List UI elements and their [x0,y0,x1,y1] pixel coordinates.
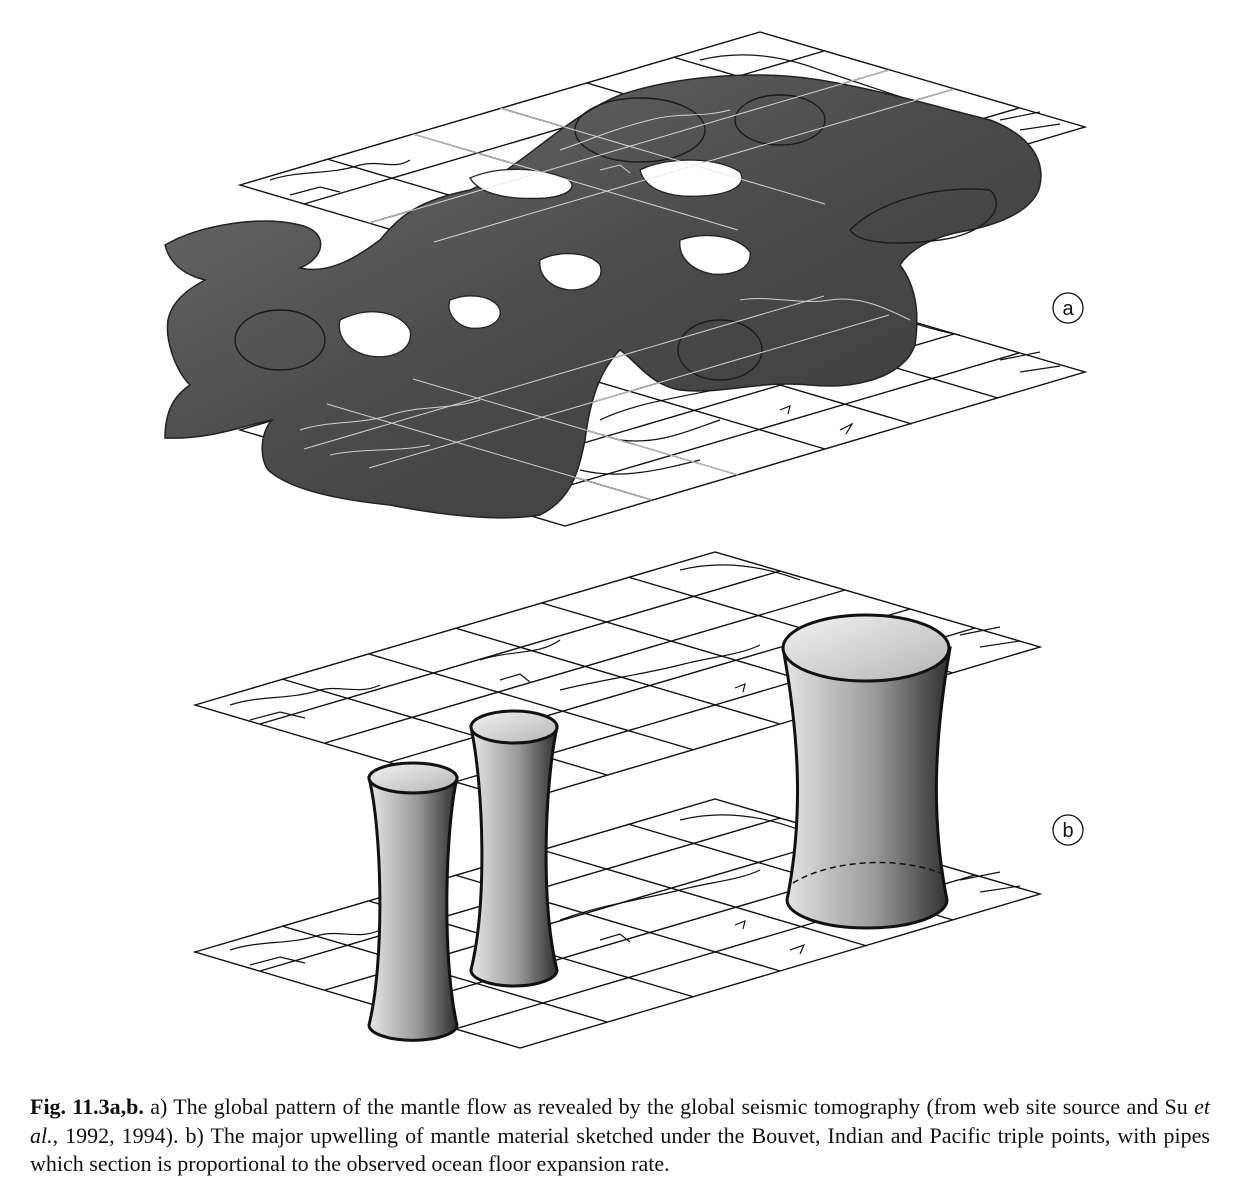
panel-b-label: b [1052,814,1084,846]
upwelling-pipe-indian [469,709,559,988]
upwelling-pipe-pacific [781,613,952,930]
panel-a: a [164,31,1088,527]
coastlines-upper-b [229,564,1021,721]
coastlines-lower-b [229,814,1021,966]
caption-text-italic: et al. [30,1094,1210,1148]
svg-text:a: a [1062,298,1074,320]
caption-label: Fig. 11.3a,b. [30,1094,144,1119]
tomography-figure: a [164,31,1088,1049]
panel-b: b [192,551,1084,1049]
mantle-flow-volume [164,69,1042,519]
svg-text:b: b [1062,820,1073,842]
figure-caption: Fig. 11.3a,b. a) The global pattern of t… [30,1093,1210,1179]
caption-text-1: a) The global pattern of the mantle flow… [143,1094,1195,1119]
upwelling-pipe-bouvet [367,761,459,1042]
caption-text-2: , 1992, 1994). b) The major upwelling of… [30,1122,1210,1177]
panel-a-label: a [1052,292,1084,324]
